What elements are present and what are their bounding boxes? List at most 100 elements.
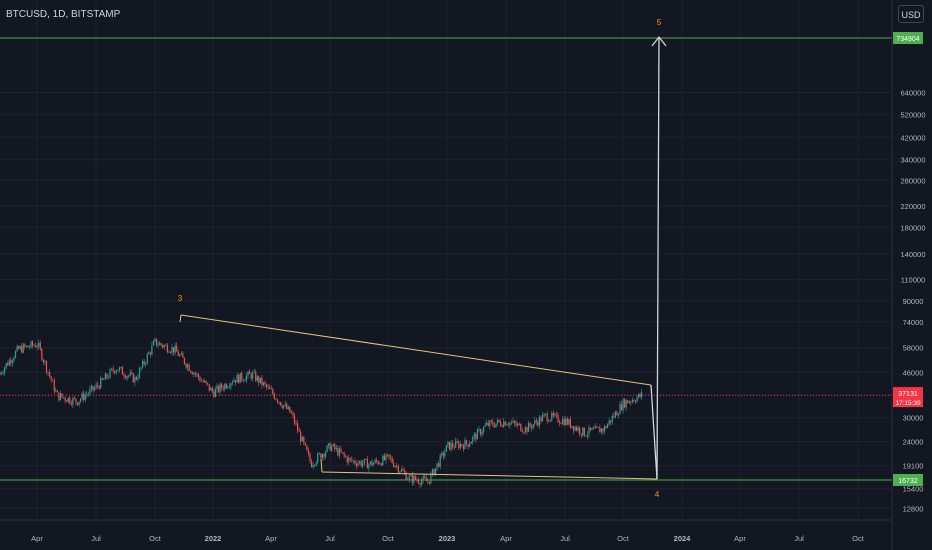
level-price-badge (893, 474, 923, 486)
candle-body (444, 451, 446, 457)
candle-body (13, 357, 15, 361)
candle-body (50, 376, 52, 381)
candle-body (47, 372, 49, 373)
candle-body (540, 417, 542, 422)
time-tick-label: Jul (91, 534, 101, 543)
candle-body (154, 338, 156, 342)
candle-body (419, 483, 421, 485)
candle-body (270, 388, 272, 390)
candle-body (121, 367, 124, 375)
candle-body (391, 458, 393, 463)
candle-body (287, 406, 289, 410)
candle-body (44, 361, 46, 363)
candle-body (380, 463, 382, 466)
candle-body (459, 444, 461, 449)
currency-button[interactable]: USD (898, 5, 924, 23)
candle-body (448, 441, 451, 450)
candle-body (613, 416, 615, 418)
time-axis[interactable]: Apr Jul Oct 2022 Apr Jul Oct 2023 Apr Jul Oct 2024 A… (0, 519, 892, 543)
candle-body (303, 436, 305, 443)
candle-body (36, 346, 38, 348)
candle-body (300, 431, 302, 442)
candle-body (169, 352, 172, 353)
horizontal-levels[interactable] (0, 37, 892, 481)
wedge-drawings[interactable]: 3 4 5 (178, 18, 667, 499)
candle-body (538, 417, 540, 426)
candle-body (25, 345, 27, 347)
candle-body (624, 399, 626, 408)
candle-body (324, 451, 327, 457)
wedge-upper-tick (179, 314, 182, 323)
candle-body (408, 475, 410, 480)
price-tick-label: 420000 (900, 133, 925, 142)
candle-body (489, 420, 491, 426)
candle-body (24, 344, 26, 347)
candle-body (155, 338, 158, 346)
candle-body (377, 461, 379, 465)
candle-body (97, 384, 99, 387)
candle-body (450, 443, 452, 450)
candle-body (318, 453, 320, 455)
candle-body (89, 389, 91, 394)
candle-body (531, 426, 533, 429)
candle-body (92, 386, 94, 391)
candle-body (75, 398, 77, 403)
candle-body (59, 393, 62, 401)
candle-body (638, 393, 640, 398)
candle-body (250, 373, 252, 379)
candle-body (273, 393, 275, 399)
candle-body (338, 448, 341, 456)
price-tick-label: 58000 (903, 344, 924, 353)
candle-body (476, 429, 478, 440)
candle-body (114, 371, 116, 373)
candle-body (292, 412, 294, 416)
candle-body (286, 404, 288, 410)
candle-body (149, 352, 151, 355)
candle-body (255, 371, 257, 381)
candle-body (27, 345, 29, 348)
candle-body (115, 370, 117, 373)
candle-body (107, 377, 110, 379)
candle-body (345, 455, 347, 457)
candle-body (145, 363, 147, 365)
candle-body (501, 425, 503, 427)
candle-body (390, 456, 392, 459)
candle-body (354, 460, 356, 464)
candle-body (186, 364, 189, 368)
candle-body (340, 448, 342, 453)
candle-body (310, 461, 313, 467)
candle-body (520, 423, 522, 432)
price-tick-label: 30000 (903, 414, 924, 423)
candle-body (188, 364, 190, 371)
candle-body (66, 400, 68, 402)
candle-body (306, 445, 308, 451)
time-tick-label: Apr (265, 534, 277, 543)
candle-body (580, 433, 582, 436)
candle-body (557, 414, 559, 422)
candle-body (194, 373, 196, 375)
candle-body (534, 420, 536, 425)
candle-body (472, 436, 474, 442)
candle-body (411, 474, 413, 483)
candle-body (579, 427, 581, 434)
candle-body (496, 419, 499, 424)
candle-body (563, 419, 565, 426)
candle-body (379, 463, 381, 465)
candle-body (69, 397, 71, 404)
level-price-badge (893, 32, 923, 44)
candle-body (427, 480, 429, 482)
candle-body (562, 419, 564, 424)
candle-body (256, 376, 258, 381)
candle-body (504, 421, 506, 426)
candle-body (588, 427, 590, 435)
candle-body (328, 443, 330, 446)
candle-body (242, 379, 244, 381)
candle-body (357, 463, 359, 466)
price-tick-label: 24000 (903, 437, 924, 446)
candle-body (631, 400, 633, 403)
candle-body (200, 380, 203, 382)
candle-body (87, 393, 89, 395)
candle-body (309, 453, 311, 462)
price-axis[interactable]: 1280015400191002400030000370004600058000… (891, 0, 926, 550)
